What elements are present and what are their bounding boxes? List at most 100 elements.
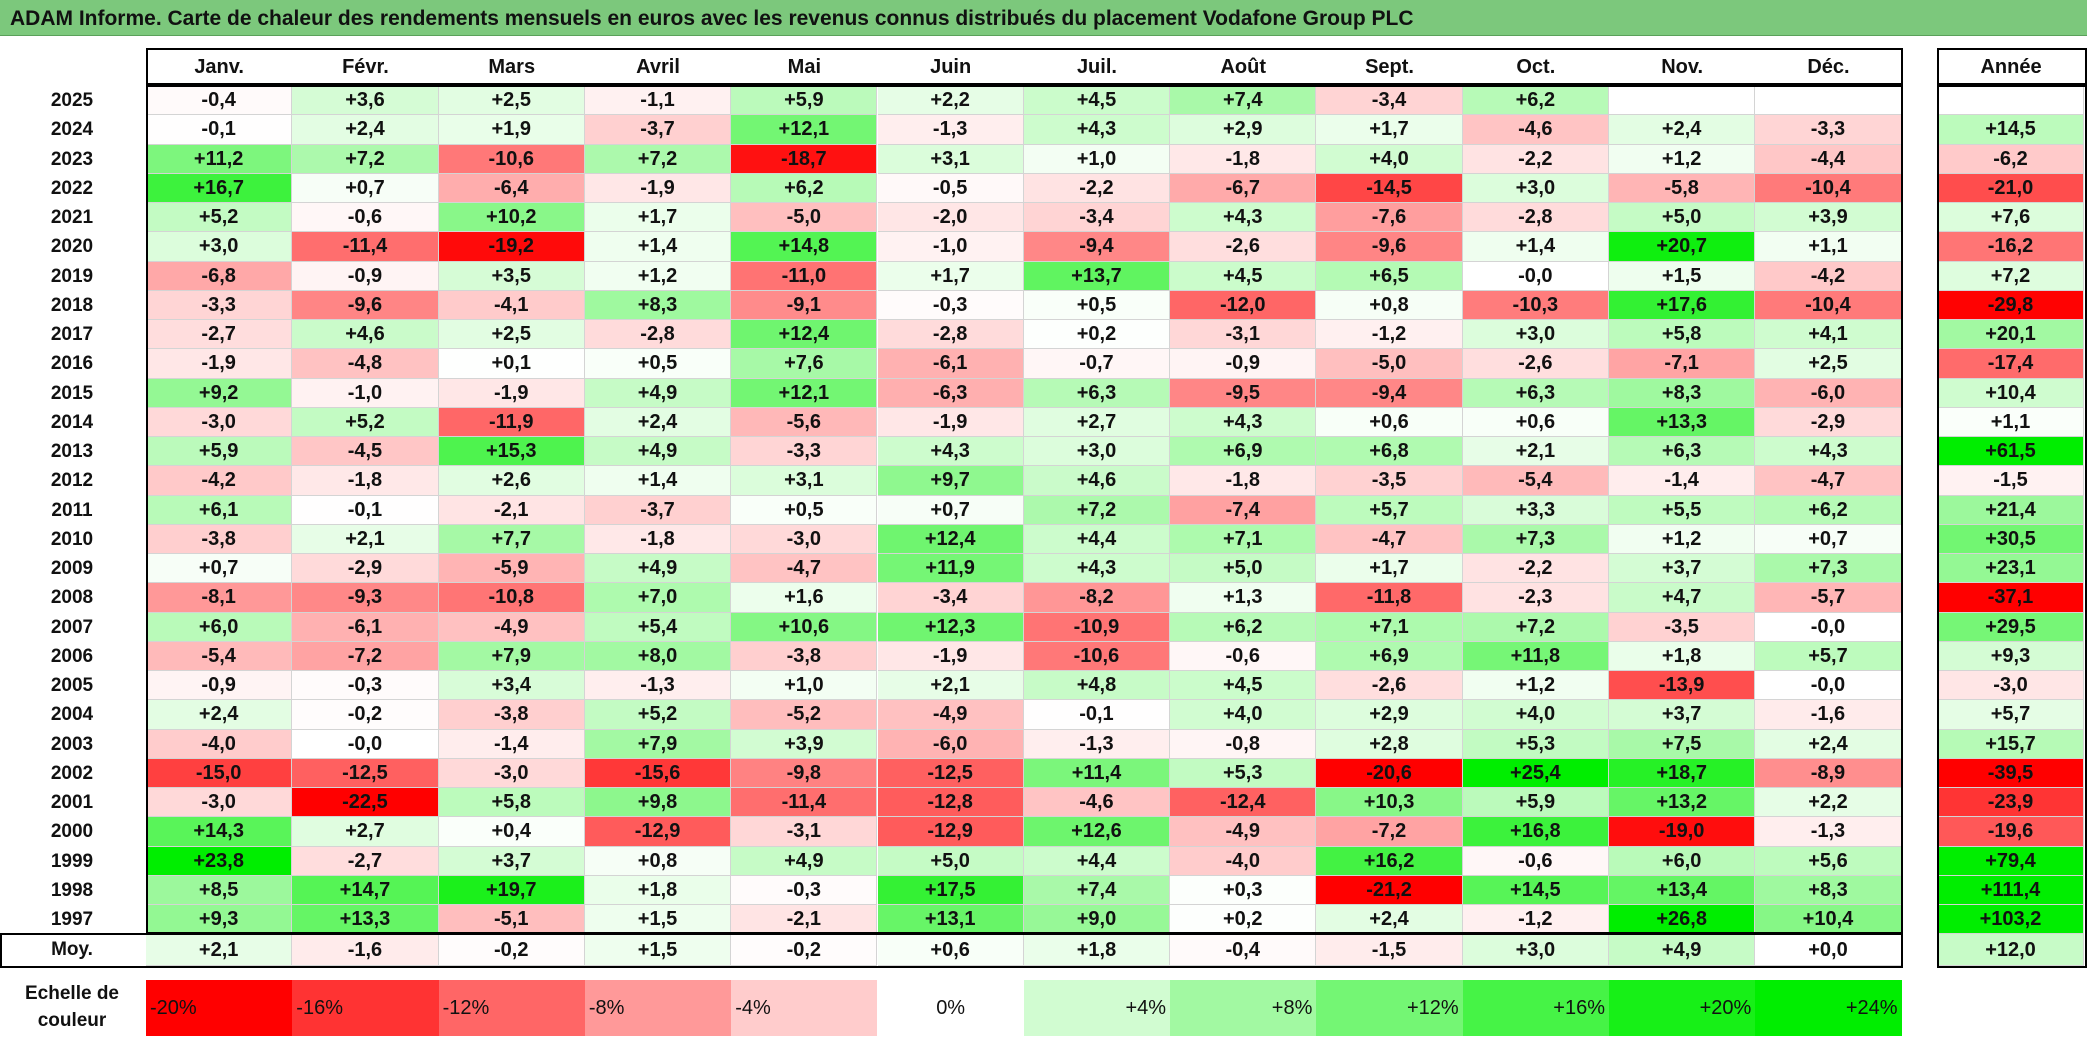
heatmap-cell: +3,0 [146, 232, 293, 262]
heatmap-cell: -4,7 [1755, 466, 1902, 496]
month-header: Mars [488, 56, 536, 78]
heatmap-cell: +2,4 [1755, 729, 1902, 759]
year-label: 2001 [50, 792, 94, 813]
heatmap-cell: +12,6 [1023, 817, 1171, 847]
heatmap-cell: -3,4 [1316, 86, 1463, 116]
heatmap-cell: +9,2 [146, 378, 293, 408]
heatmap-cell: +5,9 [731, 86, 878, 116]
heatmap-cell: -0,6 [292, 203, 439, 233]
heatmap-cell: -1,9 [877, 641, 1024, 671]
heatmap-cell: +2,7 [1023, 407, 1171, 437]
heatmap-cell: +4,6 [1023, 466, 1171, 496]
heatmap-cell: +12,4 [731, 320, 878, 350]
month-header: Déc. [1807, 56, 1850, 78]
heatmap-cell: -7,1 [1609, 349, 1756, 379]
heatmap-cell: -6,7 [1170, 173, 1317, 203]
year-label: 2005 [50, 675, 94, 696]
heatmap-cell: -7,2 [292, 641, 439, 671]
heatmap-cell: +7,5 [1609, 729, 1756, 759]
heatmap-cell: -0,1 [292, 495, 439, 525]
heatmap-cell: -12,5 [877, 758, 1024, 788]
heatmap-cell: +5,9 [1462, 788, 1609, 818]
heatmap-cell: +1,3 [1170, 583, 1317, 613]
heatmap-cell: -3,8 [731, 641, 878, 671]
heatmap-cell: +23,8 [146, 846, 293, 876]
average-cell: -1,6 [292, 934, 439, 966]
average-cell: -1,5 [1316, 934, 1463, 966]
heatmap-cell: +4,4 [1023, 524, 1171, 554]
heatmap-cell: +3,7 [1609, 554, 1756, 584]
heatmap-cell: -4,1 [438, 290, 585, 320]
annual-cell: +23,1 [1938, 554, 2084, 584]
average-cell: +3,0 [1462, 934, 1609, 966]
color-scale-swatch: -16% [292, 980, 439, 1036]
heatmap-cell: +1,7 [1316, 554, 1463, 584]
heatmap-cell: -7,6 [1316, 203, 1463, 233]
heatmap-cell: +0,3 [1170, 875, 1317, 905]
heatmap-cell: +4,3 [1755, 437, 1902, 467]
year-label: 2016 [50, 353, 94, 375]
heatmap-cell: +7,2 [1023, 495, 1171, 525]
heatmap-cell: +26,8 [1609, 905, 1756, 935]
heatmap-cell: +5,7 [1755, 641, 1902, 671]
heatmap-cell: +1,4 [584, 466, 732, 496]
heatmap-cell: +3,1 [877, 144, 1024, 174]
month-header: Oct. [1516, 56, 1556, 78]
heatmap-cell: +1,2 [1609, 524, 1756, 554]
heatmap-cell: +3,9 [731, 729, 878, 759]
heatmap-cell: +1,0 [731, 671, 878, 701]
month-header: Juin [930, 56, 972, 78]
color-scale-swatch: -20% [146, 980, 293, 1036]
heatmap-cell: -10,4 [1755, 290, 1902, 320]
heatmap-cell: +0,6 [1462, 407, 1609, 437]
heatmap-cell: -1,9 [438, 378, 585, 408]
heatmap-cell: +0,5 [731, 495, 878, 525]
heatmap-cell: -5,2 [731, 700, 878, 730]
heatmap-cell: -2,9 [292, 554, 439, 584]
heatmap-cell: -0,3 [731, 875, 878, 905]
heatmap-cell: +10,3 [1316, 788, 1463, 818]
heatmap-cell: -4,2 [146, 466, 293, 496]
heatmap-cell: +18,7 [1609, 758, 1756, 788]
heatmap-cell: +0,2 [1023, 320, 1171, 350]
heatmap-cell: +4,5 [1170, 261, 1317, 291]
average-cell: +4,9 [1609, 934, 1756, 966]
color-scale-swatch: +8% [1170, 980, 1317, 1036]
heatmap-cell: +3,7 [1609, 700, 1756, 730]
heatmap-cell: +0,7 [292, 173, 439, 203]
annual-cell [1938, 86, 2084, 116]
heatmap-cell: -5,1 [438, 905, 585, 935]
heatmap-cell: -1,9 [877, 407, 1024, 437]
heatmap-cell: -11,9 [438, 407, 585, 437]
heatmap-cell: -2,6 [1462, 349, 1609, 379]
heatmap-cell: +4,3 [1023, 554, 1171, 584]
year-label: 2002 [50, 762, 94, 784]
color-scale-label: Echelle de couleur [2, 980, 142, 1034]
year-label: 1998 [50, 879, 94, 901]
heatmap-cell: -12,5 [292, 758, 439, 788]
heatmap-cell: +3,7 [438, 846, 585, 876]
heatmap-cell: +7,9 [438, 641, 585, 671]
annual-cell: -21,0 [1938, 173, 2084, 203]
heatmap-cell: +4,4 [1023, 846, 1171, 876]
heatmap-cell: -9,3 [292, 583, 439, 613]
heatmap-cell: -2,2 [1023, 173, 1171, 203]
color-scale-swatch: 0% [877, 980, 1024, 1036]
heatmap-cell: +1,7 [877, 261, 1024, 291]
heatmap-cell: +0,4 [438, 817, 585, 847]
year-label: 2019 [50, 265, 94, 287]
heatmap-cell: -9,6 [1316, 232, 1463, 262]
heatmap-cell: +17,6 [1609, 290, 1756, 320]
heatmap-cell: -20,6 [1316, 758, 1463, 788]
heatmap-cell: -8,1 [146, 583, 293, 613]
heatmap-cell: -13,9 [1609, 671, 1756, 701]
heatmap-cell: +7,2 [292, 144, 439, 174]
heatmap-cell: +6,5 [1316, 261, 1463, 291]
heatmap-cell: +4,5 [1170, 671, 1317, 701]
heatmap-cell: -12,0 [1170, 290, 1317, 320]
average-cell: +2,1 [146, 934, 293, 966]
color-scale-swatch: +12% [1316, 980, 1463, 1036]
heatmap-cell: -0,3 [292, 671, 439, 701]
heatmap-cell: +4,3 [1023, 115, 1171, 145]
heatmap-cell: +1,5 [584, 905, 732, 935]
